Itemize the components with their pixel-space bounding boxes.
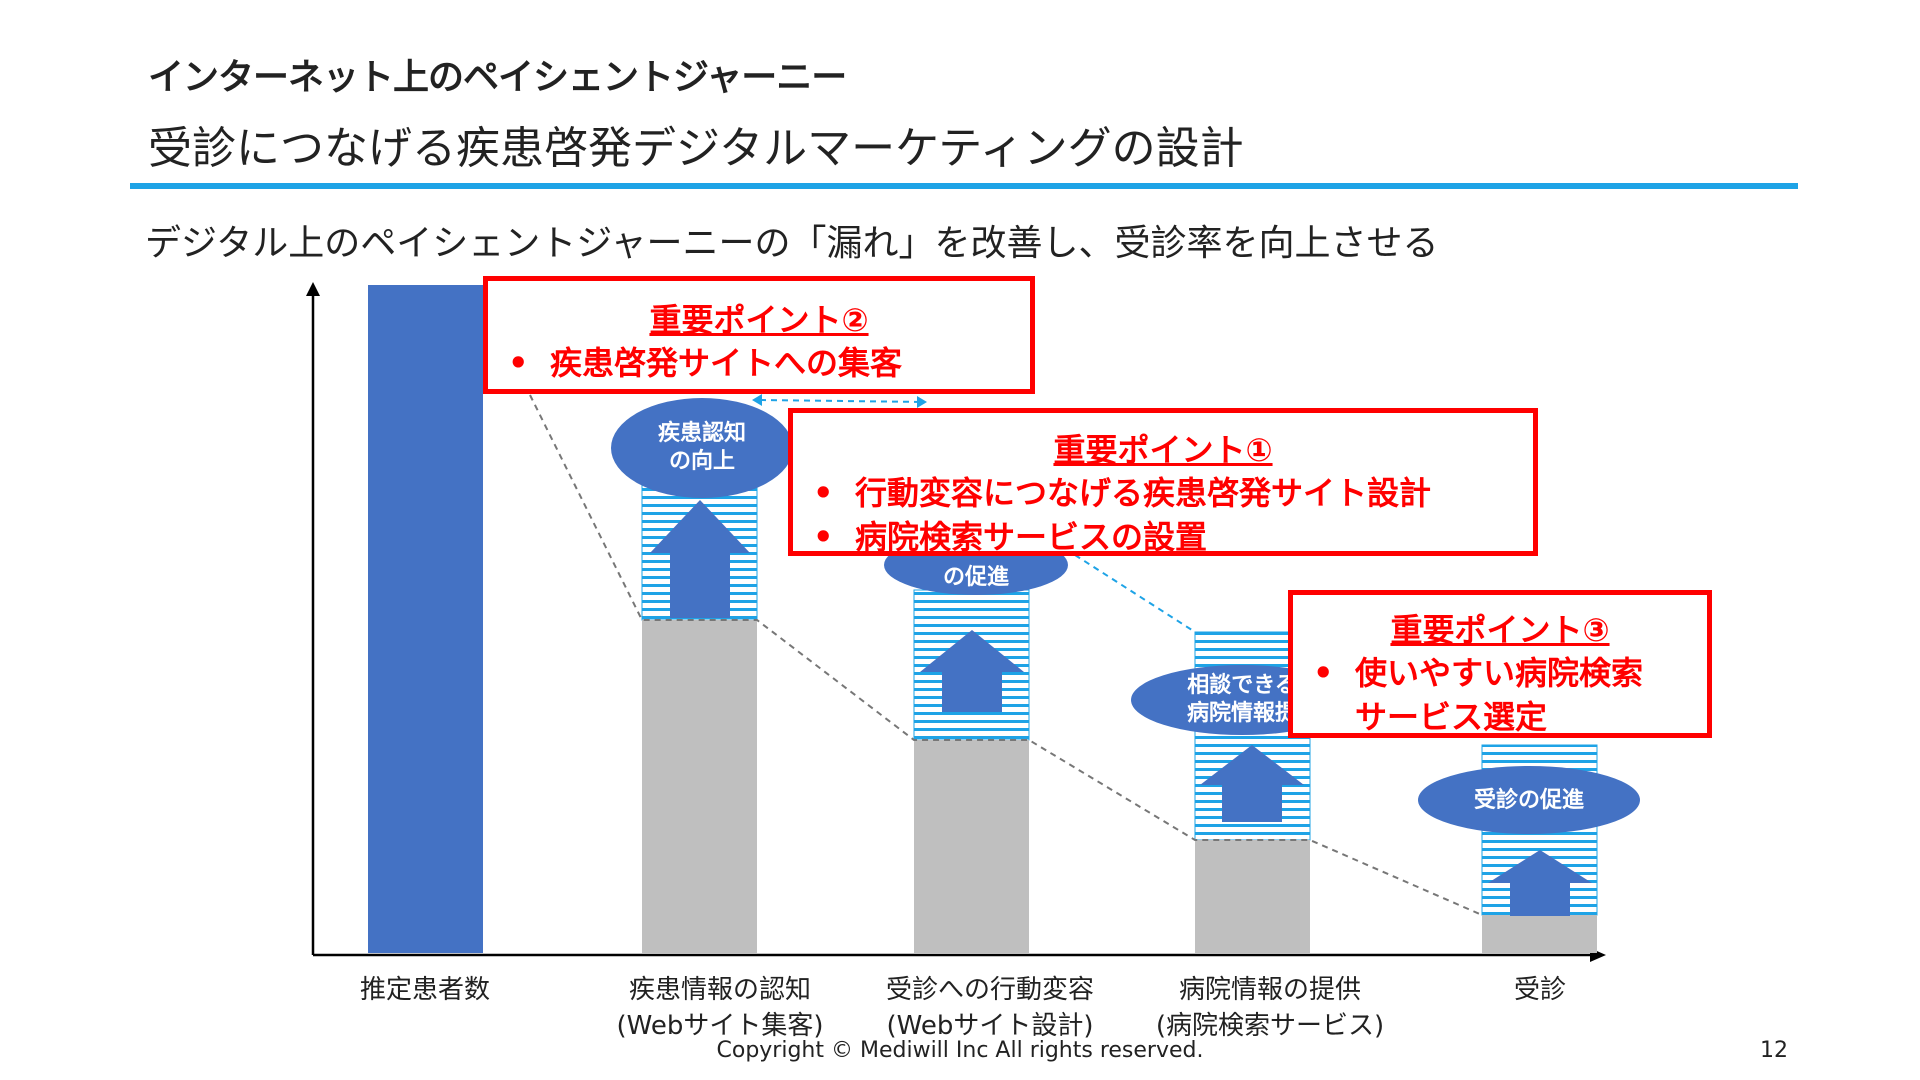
bar-estimated-patients [368,285,483,953]
connector-line [1074,554,1196,633]
bullet-icon: • [1313,654,1334,692]
callout-point-1: 重要ポイント① • 行動変容につなげる疾患啓発サイト設計 • 病院検索サービスの設置 [788,408,1538,556]
x-label: 病院情報の提供 (病院検索サービス) [1155,975,1385,1041]
arrow-head-icon [917,396,927,408]
x-label: 疾患情報の認知 (Webサイト集客) [616,975,824,1041]
oval-label: 疾患認知 の向上 [657,421,746,474]
callout-item: • 疾患啓発サイトへの集客 [488,341,1030,385]
callout-heading: 重要ポイント② [649,301,869,339]
callout-heading: 重要ポイント③ [1390,611,1610,649]
tagline: デジタル上のペイシェントジャーニーの「漏れ」を改善し、受診率を向上させる [145,223,1439,264]
x-label: 推定患者数 [359,975,490,1005]
oval-visit-promotion [1418,766,1640,834]
bullet-icon: • [813,474,834,512]
page-subtitle: 受診につなげる疾患啓発デジタルマーケティングの設計 [148,123,1244,174]
callout-item: • 行動変容につなげる疾患啓発サイト設計 [793,471,1533,515]
bullet-icon: • [813,518,834,556]
callout-item: • 使いやすい病院検索サービス選定 [1293,651,1665,739]
callout-heading: 重要ポイント① [1053,431,1273,469]
up-arrow-icon [1200,745,1304,822]
bullet-icon: • [508,344,529,382]
arrow-head-icon [752,394,762,406]
bar-disease-awareness [642,620,757,953]
y-axis-arrow-icon [306,282,320,296]
callout-item: • 病院検索サービスの設置 [793,515,1533,559]
up-arrow-icon [1488,850,1592,916]
up-arrow-icon [650,500,750,618]
bar-visit [1482,915,1597,953]
bar-hospital-info [1195,840,1310,953]
page-number: 12 [1760,1038,1788,1063]
funnel-trend-line [529,394,1483,916]
x-label: 受診への行動変容 (Webサイト設計) [885,975,1094,1041]
callout-point-2: 重要ポイント② • 疾患啓発サイトへの集客 [483,276,1035,394]
x-label: 受診 [1513,975,1566,1005]
page-title: インターネット上のペイシェントジャーニー [148,57,847,98]
bar-behavior-change [914,740,1029,953]
oval-label: 受診の促進 [1473,788,1584,813]
oval-disease-awareness [611,398,793,498]
connector-arrow [759,399,926,403]
oval-label: の促進 [942,565,1009,590]
oval-label: 相談できる 病院情報提 [1186,673,1297,726]
header-divider [130,183,1798,189]
callout-point-3: 重要ポイント③ • 使いやすい病院検索サービス選定 [1288,590,1712,738]
copyright: Copyright © Mediwill Inc All rights rese… [716,1038,1204,1063]
up-arrow-icon [920,630,1024,712]
